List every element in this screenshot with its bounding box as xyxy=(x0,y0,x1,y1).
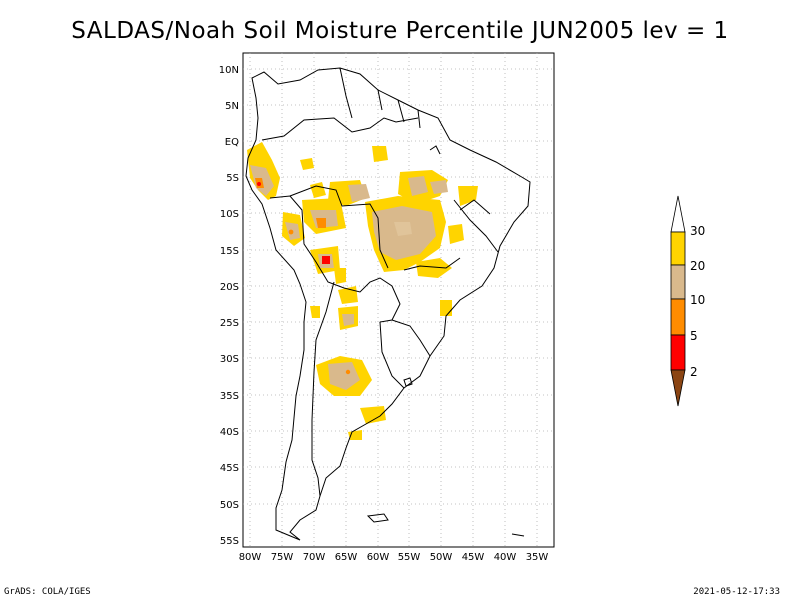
lon-tick-label: 75W xyxy=(271,552,294,563)
legend-label: 5 xyxy=(690,329,698,343)
lat-tick-label: 30S xyxy=(220,354,239,365)
lon-tick-label: 45W xyxy=(462,552,485,563)
legend-label: 30 xyxy=(690,224,705,238)
lat-tick-label: 25S xyxy=(220,318,239,329)
lon-tick-label: 65W xyxy=(335,552,358,563)
legend-cap-bottom xyxy=(670,369,686,407)
lat-tick-label: EQ xyxy=(225,137,239,148)
lat-tick-label: 35S xyxy=(220,391,239,402)
lon-tick-label: 35W xyxy=(526,552,549,563)
footer-credit: GrADS: COLA/IGES xyxy=(4,587,91,597)
lat-tick-label: 55S xyxy=(220,536,239,547)
lat-tick-label: 40S xyxy=(220,427,239,438)
lat-tick-label: 50S xyxy=(220,500,239,511)
legend-label: 2 xyxy=(690,365,698,379)
coastline xyxy=(245,67,531,541)
lat-axis: 10N 5N EQ 5S 10S 15S 20S 25S 30S 35S 40S… xyxy=(219,65,239,547)
legend-swatch-tan xyxy=(670,264,686,300)
legend-cap-top xyxy=(670,195,686,233)
percentile-shading xyxy=(247,142,478,440)
lon-tick-label: 40W xyxy=(494,552,517,563)
legend-swatch-red xyxy=(670,334,686,371)
lon-tick-label: 80W xyxy=(239,552,262,563)
lat-tick-label: 5S xyxy=(226,173,239,184)
legend-label: 10 xyxy=(690,293,705,307)
footer-timestamp: 2021-05-12-17:33 xyxy=(693,587,780,597)
lon-tick-label: 55W xyxy=(398,552,421,563)
lat-tick-label: 5N xyxy=(225,101,239,112)
lon-tick-label: 70W xyxy=(303,552,326,563)
legend-swatch-orange xyxy=(670,298,686,336)
legend-label: 20 xyxy=(690,259,705,273)
map-title: SALDAS/Noah Soil Moisture Percentile JUN… xyxy=(71,18,729,44)
legend-swatch-yellow xyxy=(670,231,686,266)
lat-tick-label: 45S xyxy=(220,463,239,474)
lat-tick-label: 20S xyxy=(220,282,239,293)
lat-tick-label: 10N xyxy=(219,65,239,76)
color-legend xyxy=(670,195,686,407)
lon-tick-label: 60W xyxy=(367,552,390,563)
lat-tick-label: 15S xyxy=(220,246,239,257)
lat-tick-label: 10S xyxy=(220,209,239,220)
lon-tick-label: 50W xyxy=(430,552,453,563)
lon-axis: 80W 75W 70W 65W 60W 55W 50W 45W 40W 35W xyxy=(239,552,549,563)
legend-labels: 30 20 10 5 2 xyxy=(690,224,705,379)
